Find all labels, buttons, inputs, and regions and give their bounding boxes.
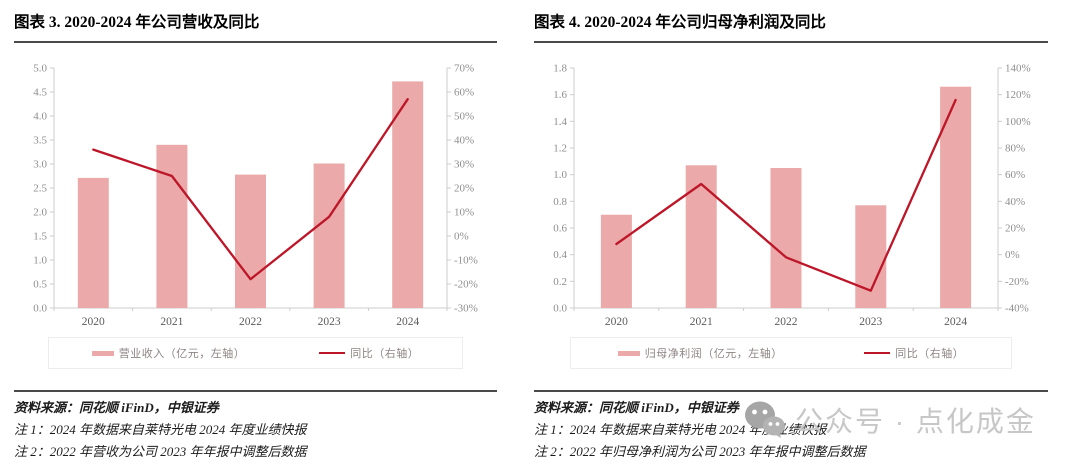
divider (14, 390, 497, 392)
revenue-chart-panel: 图表 3. 2020-2024 年公司营收及同比 0.0 0.5 1.0 1.5 2.0… (14, 12, 497, 463)
svg-text:0%: 0% (1005, 249, 1020, 261)
legend-item-bar: 营业收入（亿元，左轴） (91, 345, 246, 361)
svg-text:1.8: 1.8 (553, 63, 567, 75)
note-line: 注 2：2022 年归母净利润为公司 2023 年年报中调整后数据 (534, 444, 866, 459)
svg-text:0.0: 0.0 (33, 303, 47, 315)
note-line: 注 1：2024 年数据来自莱特光电 2024 年度业绩快报 (534, 422, 827, 437)
legend-item-bar: 归母净利润（亿元，左轴） (617, 345, 783, 361)
svg-text:2023: 2023 (318, 316, 341, 328)
svg-text:1.2: 1.2 (553, 143, 567, 155)
svg-text:2020: 2020 (82, 316, 105, 328)
svg-text:1.0: 1.0 (33, 255, 47, 267)
note-line: 注 1：2024 年数据来自莱特光电 2024 年度业绩快报 (14, 422, 307, 437)
svg-text:2024: 2024 (944, 316, 967, 328)
svg-text:5.0: 5.0 (33, 63, 47, 75)
svg-text:60%: 60% (454, 87, 474, 99)
svg-text:40%: 40% (454, 135, 474, 147)
svg-text:80%: 80% (1005, 143, 1025, 155)
svg-text:0.2: 0.2 (553, 276, 567, 288)
svg-text:4.0: 4.0 (33, 111, 47, 123)
footnotes: 资料来源：同花顺 iFinD，中银证券 注 1：2024 年数据来自莱特光电 2… (14, 397, 497, 463)
svg-text:2022: 2022 (775, 316, 798, 328)
svg-text:50%: 50% (454, 111, 474, 123)
legend-label: 同比（右轴） (350, 348, 420, 360)
svg-text:-10%: -10% (454, 255, 478, 267)
svg-text:-20%: -20% (1005, 276, 1029, 288)
svg-text:0.0: 0.0 (553, 303, 567, 315)
svg-text:2.0: 2.0 (33, 207, 47, 219)
svg-text:2.5: 2.5 (33, 183, 47, 195)
svg-text:-40%: -40% (1005, 303, 1029, 315)
svg-text:1.4: 1.4 (553, 116, 567, 128)
source-line: 资料来源：同花顺 iFinD，中银证券 (14, 400, 219, 415)
legend-item-line: 同比（右轴） (864, 345, 964, 361)
svg-text:0.5: 0.5 (33, 279, 47, 291)
svg-text:1.5: 1.5 (33, 231, 47, 243)
net-profit-chart-panel: 图表 4. 2020-2024 年公司归母净利润及同比 0.0 0.2 0.4 0.6… (534, 12, 1048, 463)
svg-text:0.6: 0.6 (553, 223, 567, 235)
net-profit-combo-chart: 0.0 0.2 0.4 0.6 0.8 1.0 1.2 1.4 1.6 1.8 -40% -20% 0%… (534, 46, 1048, 335)
revenue-combo-chart: 0.0 0.5 1.0 1.5 2.0 2.5 3.0 3.5 4.0 4.5 5.0 -30% -20… (14, 46, 497, 335)
svg-text:-30%: -30% (454, 303, 478, 315)
svg-text:70%: 70% (454, 63, 474, 75)
svg-text:40%: 40% (1005, 196, 1025, 208)
chart-title: 图表 3. 2020-2024 年公司营收及同比 (14, 12, 497, 43)
svg-text:3.0: 3.0 (33, 159, 47, 171)
bar-swatch-icon (617, 350, 640, 356)
line-swatch-icon (864, 351, 891, 355)
legend-label: 归母净利润（亿元，左轴） (644, 348, 783, 360)
legend-label: 同比（右轴） (895, 348, 965, 360)
legend-item-line: 同比（右轴） (319, 345, 419, 361)
source-line: 资料来源：同花顺 iFinD，中银证券 (534, 400, 739, 415)
svg-text:2024: 2024 (396, 316, 419, 328)
svg-text:100%: 100% (1005, 116, 1031, 128)
svg-text:120%: 120% (1005, 89, 1031, 101)
svg-text:4.5: 4.5 (33, 87, 47, 99)
svg-text:1.0: 1.0 (553, 169, 567, 181)
svg-text:20%: 20% (454, 183, 474, 195)
svg-text:2022: 2022 (239, 316, 262, 328)
chart-title: 图表 4. 2020-2024 年公司归母净利润及同比 (534, 12, 1048, 43)
note-line: 注 2：2022 年营收为公司 2023 年年报中调整后数据 (14, 444, 307, 459)
svg-text:2020: 2020 (605, 316, 628, 328)
legend-label: 营业收入（亿元，左轴） (118, 348, 246, 360)
chart-legend: 营业收入（亿元，左轴） 同比（右轴） (47, 337, 464, 369)
svg-text:-20%: -20% (454, 279, 478, 291)
svg-text:0.4: 0.4 (553, 249, 567, 261)
svg-text:30%: 30% (454, 159, 474, 171)
svg-text:2023: 2023 (859, 316, 882, 328)
chart-legend: 归母净利润（亿元，左轴） 同比（右轴） (569, 337, 1013, 369)
divider (534, 390, 1048, 392)
svg-text:1.6: 1.6 (553, 89, 567, 101)
svg-text:60%: 60% (1005, 169, 1025, 181)
svg-text:10%: 10% (454, 207, 474, 219)
svg-text:20%: 20% (1005, 223, 1025, 235)
svg-text:3.5: 3.5 (33, 135, 47, 147)
svg-text:2021: 2021 (690, 316, 713, 328)
svg-text:0.8: 0.8 (553, 196, 567, 208)
svg-text:2021: 2021 (160, 316, 183, 328)
svg-text:0%: 0% (454, 231, 469, 243)
line-swatch-icon (319, 351, 346, 355)
bar-swatch-icon (91, 350, 114, 356)
svg-text:140%: 140% (1005, 63, 1031, 75)
footnotes: 资料来源：同花顺 iFinD，中银证券 注 1：2024 年数据来自莱特光电 2… (534, 397, 1048, 463)
